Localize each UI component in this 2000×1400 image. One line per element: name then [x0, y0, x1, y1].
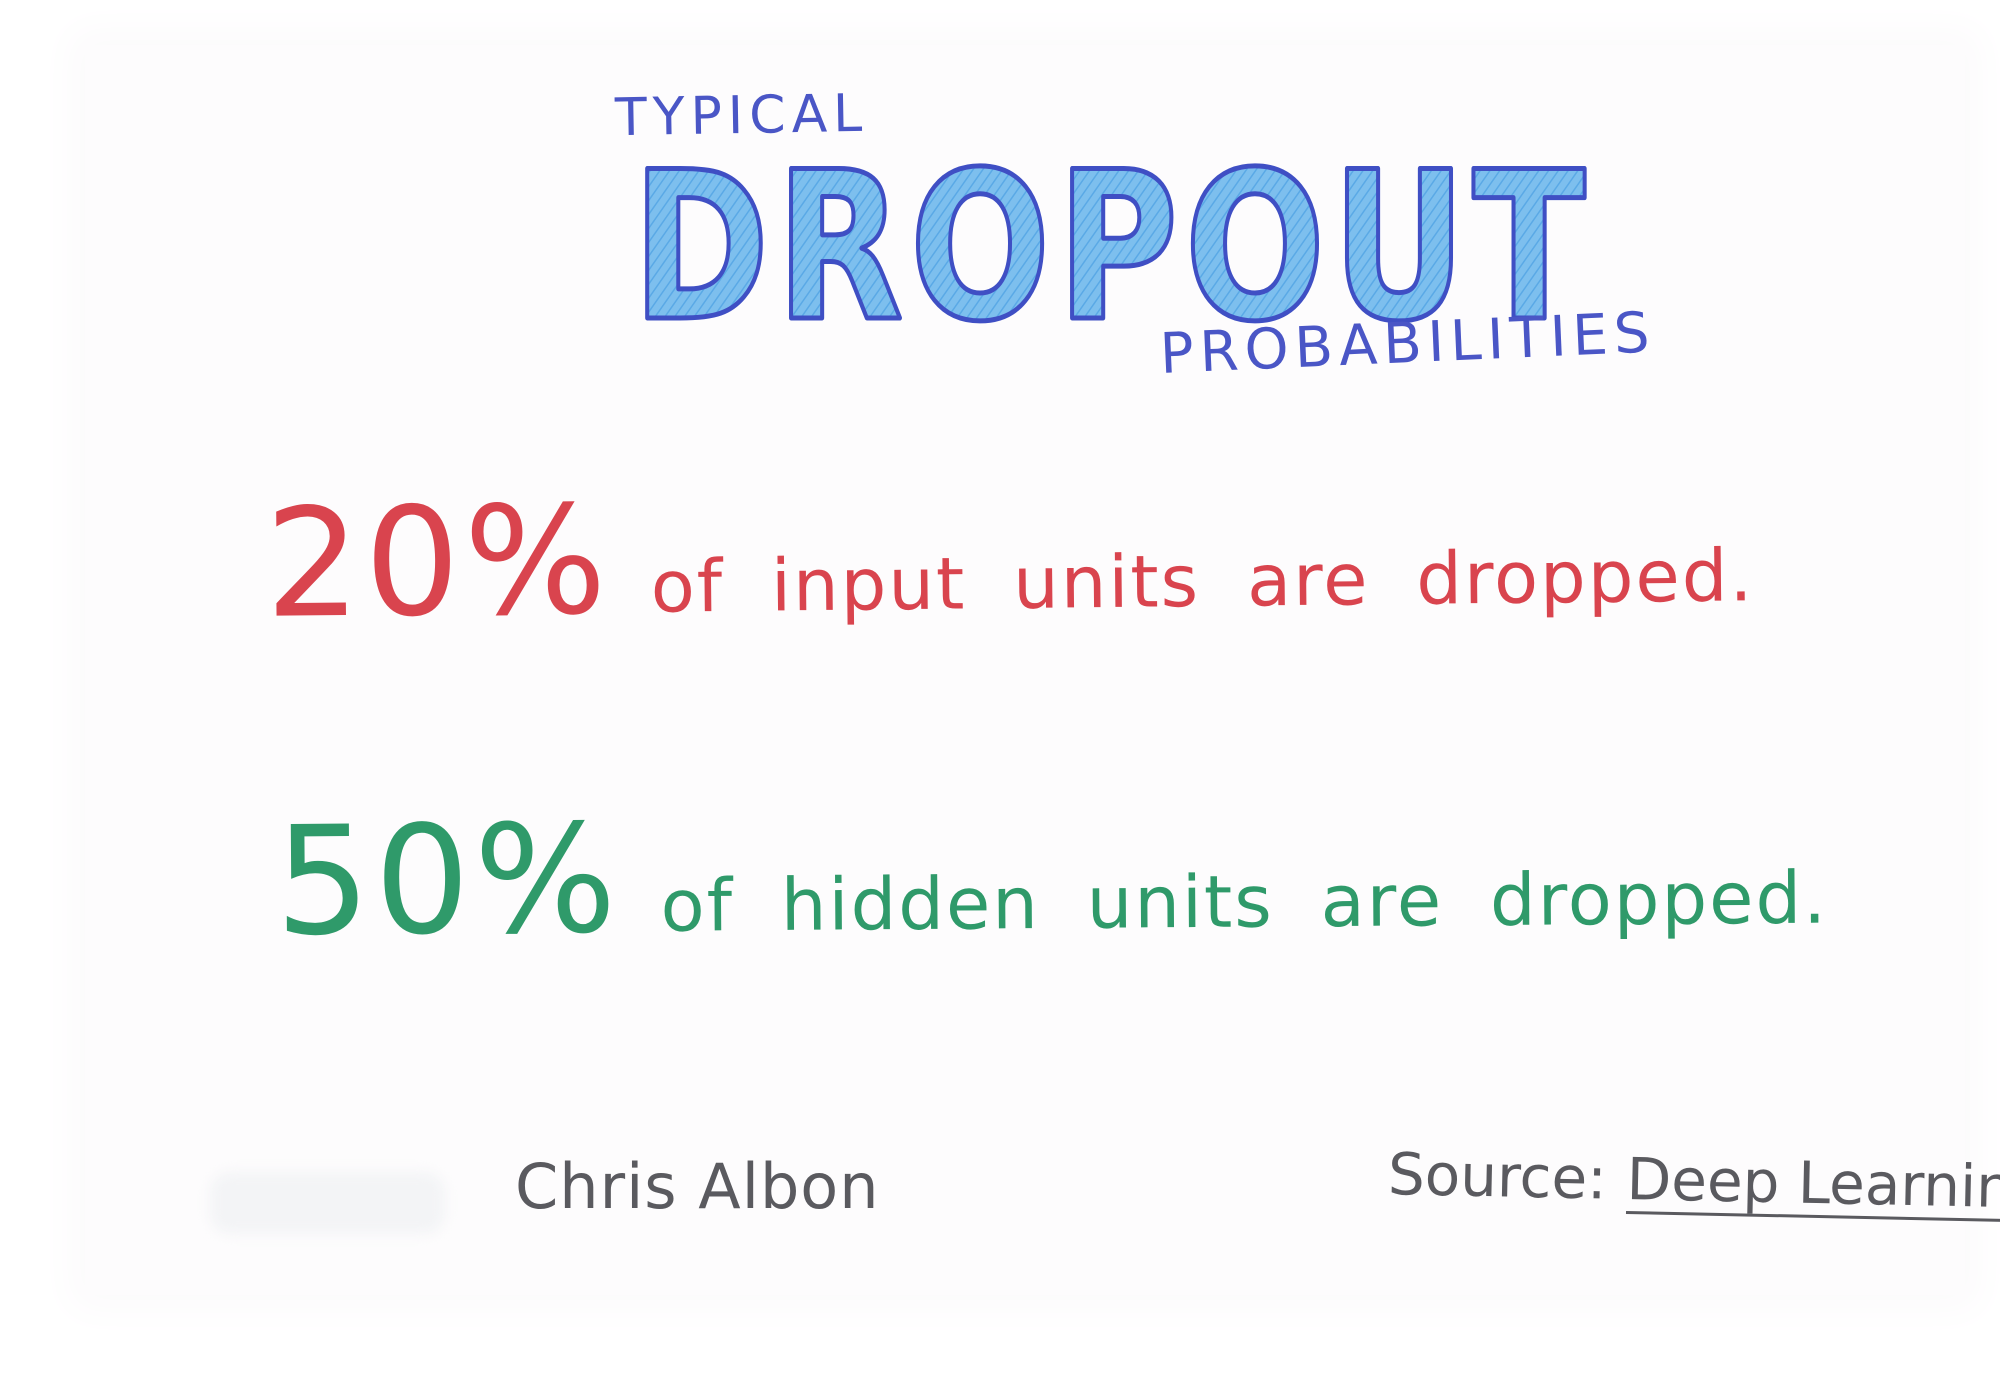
hidden-dropout-percent: 50% — [274, 793, 622, 970]
title-dropout-text: DROPOUT — [632, 140, 1592, 340]
source-label: Source: — [1387, 1140, 1608, 1213]
title-dropout: DROPOUT — [630, 140, 1592, 340]
hidden-dropout-text: of hidden units are dropped. — [660, 855, 1829, 948]
hidden-dropout-line: 50% of hidden units are dropped. — [274, 785, 1829, 970]
illustration-card — [85, 45, 1965, 1295]
source-book-title: Deep Learning — [1625, 1145, 2000, 1222]
erased-smudge — [210, 1172, 445, 1234]
title-typical: TYPICAL — [614, 83, 869, 149]
input-dropout-text: of input units are dropped. — [650, 533, 1755, 629]
source-credit: Source: Deep Learning — [1387, 1140, 2000, 1222]
author-signature: Chris Albon — [515, 1150, 880, 1223]
input-dropout-line: 20% of input units are dropped. — [264, 462, 1755, 652]
input-dropout-percent: 20% — [264, 474, 612, 652]
